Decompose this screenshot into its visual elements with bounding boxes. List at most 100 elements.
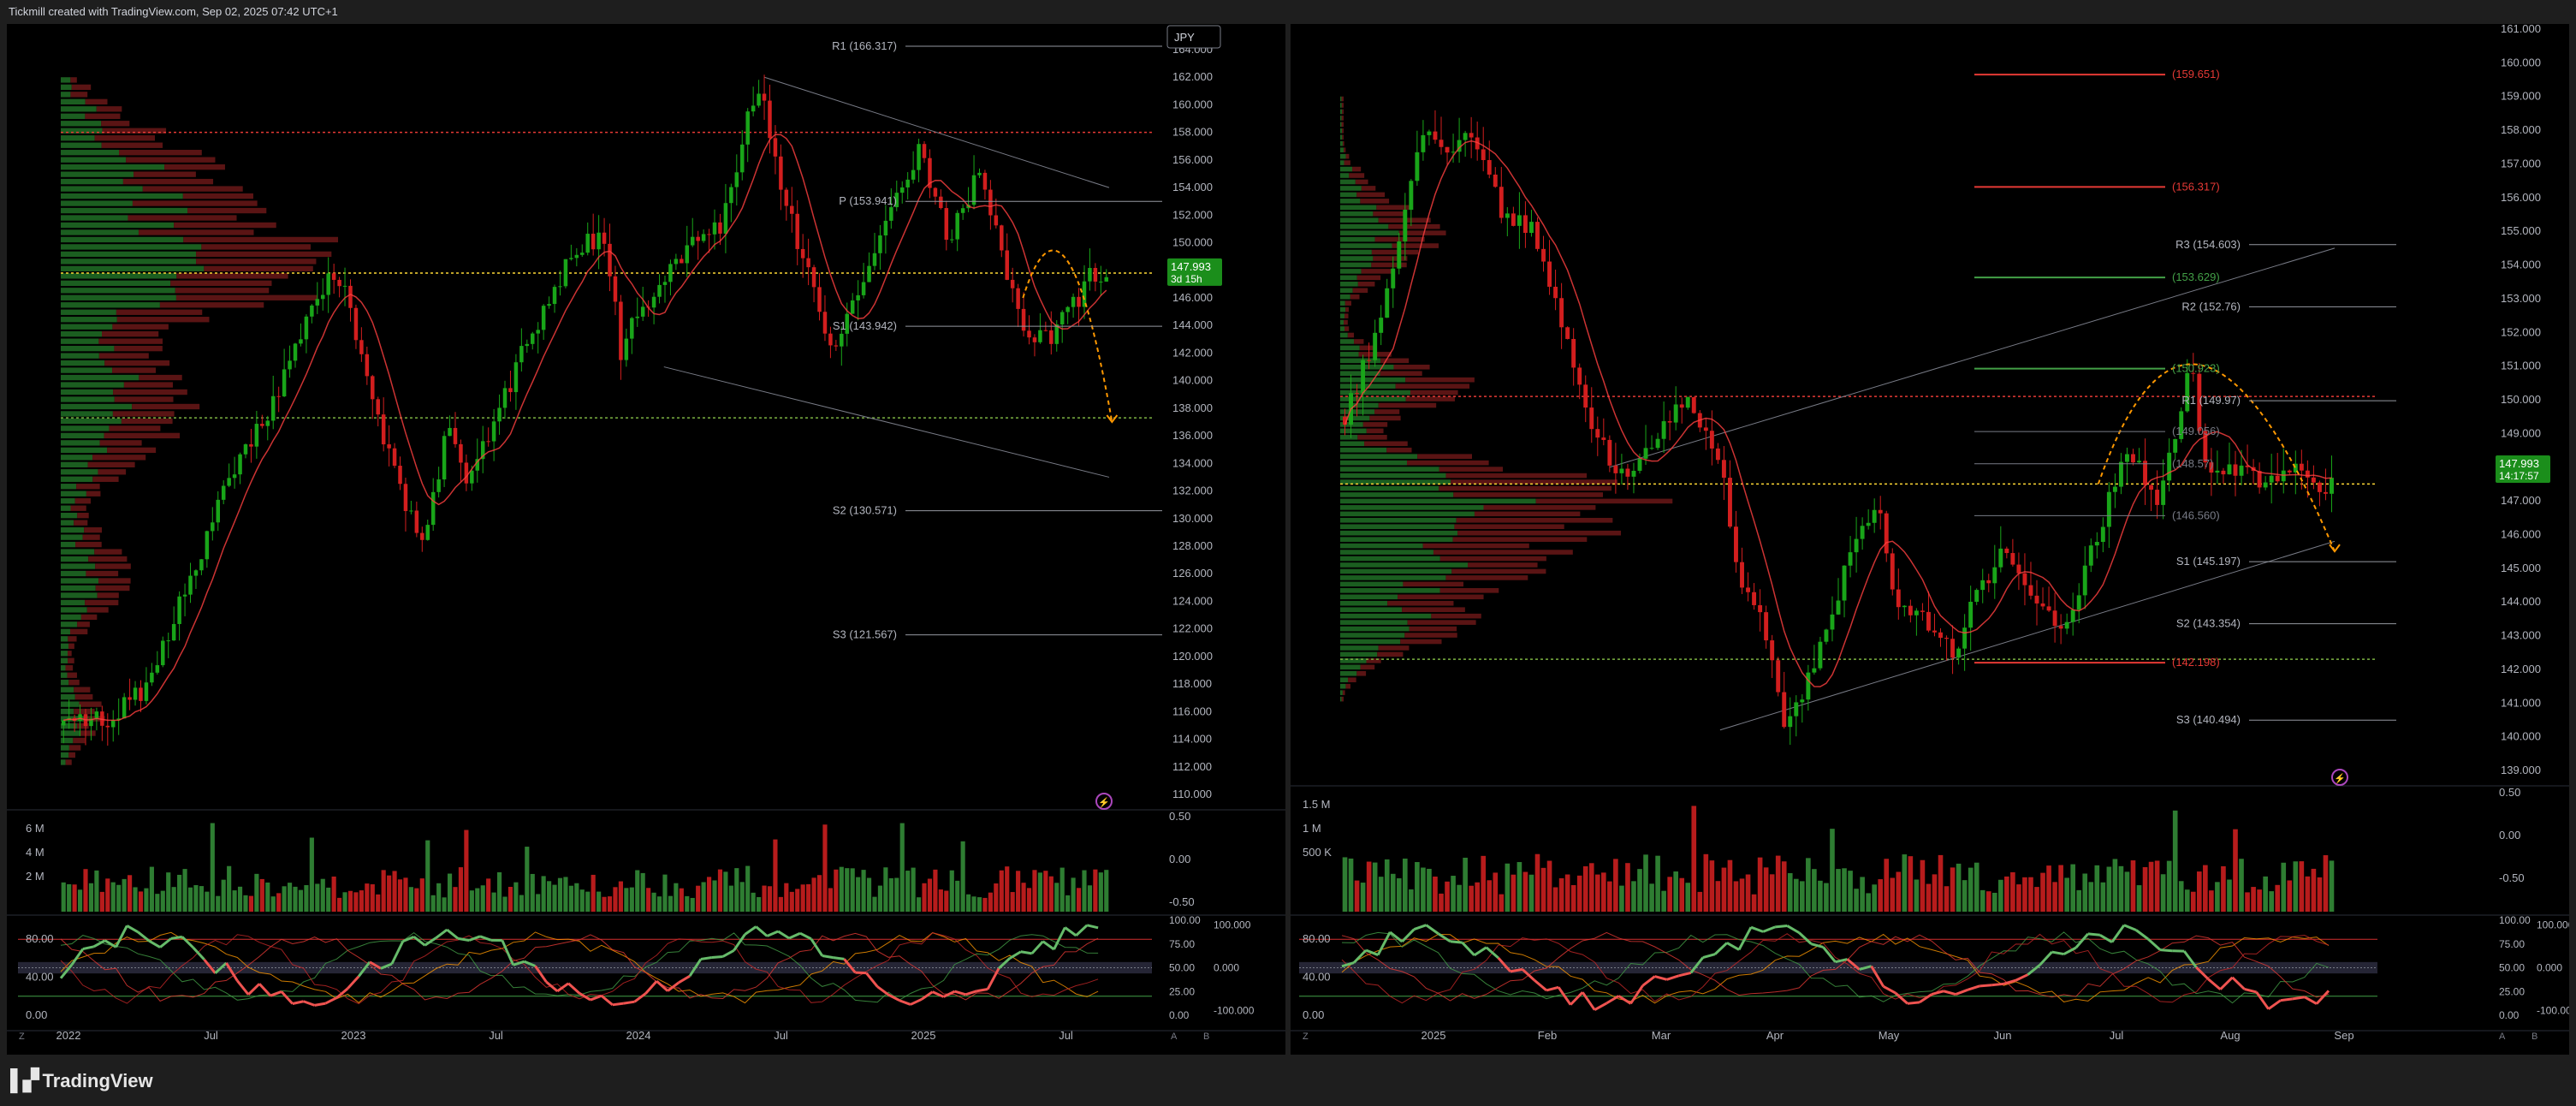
candle-body xyxy=(2263,482,2268,488)
volume-bar xyxy=(547,881,552,912)
profile-bar-down xyxy=(86,570,119,577)
volume-bar xyxy=(525,847,530,912)
profile-bar-down xyxy=(1341,116,1344,121)
right-chart-panel[interactable]: (159.651) (156.317) (153.629) (150.923) (149… xyxy=(1291,22,2576,1055)
profile-bar-up xyxy=(61,592,98,598)
stoch-axis-label: 100.00 xyxy=(1169,914,1201,926)
rsi-segment xyxy=(1907,1001,1920,1005)
profile-bar-up xyxy=(61,324,113,330)
volume-bar xyxy=(2112,859,2118,912)
volume-bar xyxy=(2269,891,2274,912)
rsi-segment xyxy=(733,933,746,952)
profile-bar-up xyxy=(1340,288,1353,294)
volume-bar xyxy=(2275,884,2281,912)
profile-bar-down xyxy=(70,77,77,83)
candle-body xyxy=(315,299,320,306)
price-axis-tick: 136.000 xyxy=(1172,429,1213,442)
current-price-value: 147.993 xyxy=(2499,457,2539,470)
rsi-segment xyxy=(1678,972,1692,978)
volume-bar xyxy=(1540,867,1546,912)
volume-bar xyxy=(994,883,999,912)
volume-axis-label: 1.5 M xyxy=(1303,798,1331,811)
profile-bar-up xyxy=(1340,122,1342,128)
rsi-segment xyxy=(402,935,415,943)
volume-bar xyxy=(408,887,413,912)
volume-bar xyxy=(347,890,353,912)
volume-bar xyxy=(773,839,778,912)
profile-bar-up xyxy=(61,360,105,366)
left-chart-panel[interactable]: R1 (166.317) P (153.941) S1 (143.942) S2 (1… xyxy=(7,24,1285,1055)
profile-bar-up xyxy=(61,259,197,265)
profile-bar-down xyxy=(1354,339,1364,344)
profile-bar-up xyxy=(1340,128,1343,134)
candle-body xyxy=(1343,416,1347,425)
profile-bar-up xyxy=(1340,186,1362,191)
profile-bar-down xyxy=(1348,677,1356,683)
profile-bar-up xyxy=(61,411,113,417)
profile-bar-up xyxy=(1340,670,1357,676)
volume-bar xyxy=(839,866,844,912)
tradingview-logo[interactable]: ▌▞ TradingView xyxy=(10,1068,153,1093)
volume-bar xyxy=(370,883,375,912)
profile-bar-up xyxy=(1340,96,1342,102)
stoch-axis-label: 0.00 xyxy=(1169,1009,1190,1021)
candle-body xyxy=(376,399,380,415)
candle-body xyxy=(155,665,160,673)
profile-bar-down xyxy=(74,520,88,526)
left-chart: R1 (166.317) P (153.941) S1 (143.942) S2 (1… xyxy=(7,25,1285,1042)
profile-bar-up xyxy=(61,273,177,279)
volume-bar xyxy=(237,886,243,912)
profile-bar-down xyxy=(1453,492,1603,497)
profile-bar-up xyxy=(61,752,69,758)
volume-bar xyxy=(1769,874,1775,912)
volume-bar xyxy=(1866,893,1871,912)
candle-body xyxy=(822,312,828,334)
profile-bar-down xyxy=(1451,568,1546,574)
current-price-badge xyxy=(2496,455,2550,484)
volume-bar xyxy=(1054,883,1059,912)
candle-body xyxy=(171,623,176,641)
profile-bar-down xyxy=(80,614,98,621)
volume-bar xyxy=(1884,859,1890,912)
volume-bar xyxy=(2100,882,2106,912)
volume-bar xyxy=(199,886,204,912)
profile-bar-up xyxy=(61,455,93,461)
volume-bar xyxy=(2148,861,2154,912)
candle-body xyxy=(800,248,805,259)
profile-bar-down xyxy=(1341,96,1344,102)
volume-bar xyxy=(1944,886,1950,912)
volume-bar xyxy=(723,871,728,912)
profile-bar-up xyxy=(61,374,139,381)
price-axis-tick: 150.000 xyxy=(2501,393,2541,406)
volume-bar xyxy=(579,889,585,912)
candle-body xyxy=(751,105,756,112)
candle-body xyxy=(1355,393,1360,395)
volume-bar xyxy=(877,885,883,912)
profile-bar-up xyxy=(1340,498,1536,504)
rsi-segment xyxy=(1870,965,1885,988)
candle-body xyxy=(475,459,480,471)
profile-bar-down xyxy=(88,556,128,562)
volume-bar xyxy=(1685,883,1691,912)
volume-bar xyxy=(507,887,513,912)
volume-bar xyxy=(1679,877,1685,912)
candle-body xyxy=(867,265,871,282)
footer-brand: TradingView xyxy=(42,1069,153,1091)
volume-bar xyxy=(1938,854,1944,912)
price-axis-tick: 158.000 xyxy=(2501,123,2541,136)
candle-body xyxy=(1980,580,1985,591)
volume-bar xyxy=(2203,865,2208,912)
volume-bar xyxy=(359,890,364,912)
candle-body xyxy=(2155,490,2160,505)
candle-body xyxy=(1005,250,1009,280)
rsi-segment xyxy=(998,957,1011,970)
fib-level-label: (146.560) xyxy=(2172,508,2220,521)
profile-bar-down xyxy=(1371,262,1407,268)
profile-bar-up xyxy=(1340,613,1432,619)
volume-bar xyxy=(845,868,850,912)
profile-bar-down xyxy=(74,708,95,715)
current-price-countdown: 14:17:57 xyxy=(2499,470,2539,482)
volume-bar xyxy=(259,878,264,912)
rsi-segment xyxy=(721,948,735,958)
profile-bar-up xyxy=(1340,428,1367,434)
